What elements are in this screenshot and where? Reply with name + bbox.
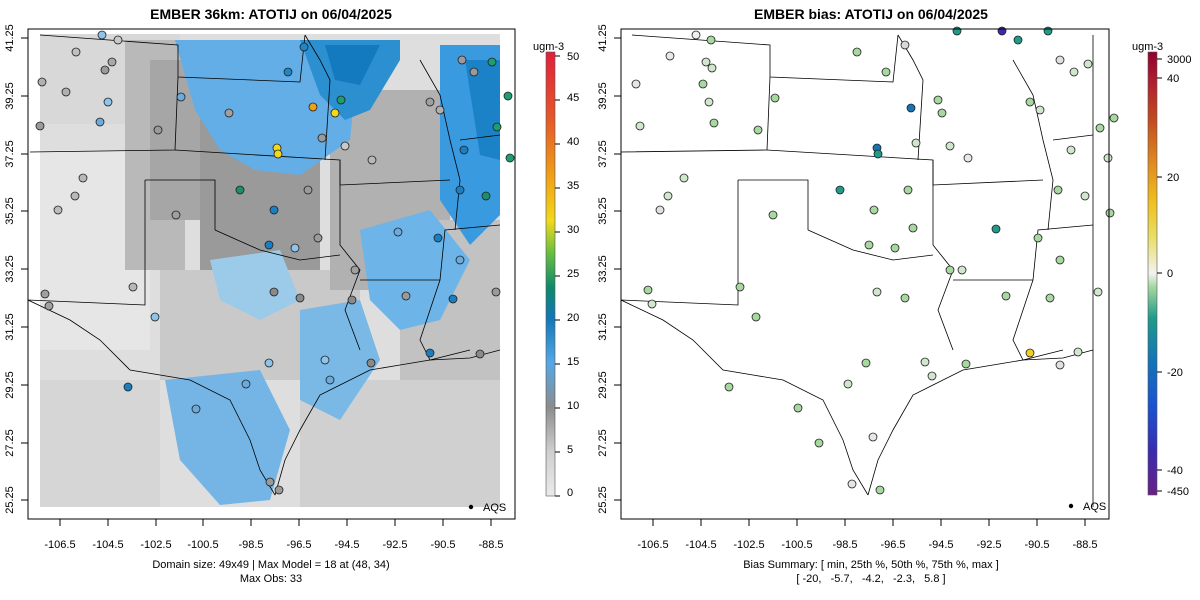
bias-x-tick: -88.5 — [1072, 539, 1097, 551]
model-colorbar-tick: 40 — [567, 136, 579, 148]
bias-y-axis: 41.25 39.25 37.25 35.25 33.25 31.25 29.2… — [597, 24, 621, 514]
bias-y-tick: 33.25 — [597, 255, 609, 283]
bias-x-tick: -104.5 — [685, 539, 716, 551]
model-y-tick: 35.25 — [4, 197, 16, 225]
model-colorbar-tick: 5 — [567, 444, 573, 456]
bias-x-tick: -90.5 — [1024, 539, 1049, 551]
model-map-frame — [27, 28, 516, 520]
bias-summary-line: [ -20, -5.7, -4.2, -2.3, 5.8 ] — [796, 573, 945, 585]
model-summary: Domain size: 49x49 | Max Model = 18 at (… — [152, 559, 389, 585]
model-colorbar-tick: 35 — [567, 180, 579, 192]
model-y-tick: 29.25 — [4, 371, 16, 399]
model-x-axis: -106.5 -104.5 -102.5 -100.5 -98.5 -96.5 … — [44, 519, 504, 551]
model-colorbar-tick: 50 — [567, 51, 579, 63]
model-x-tick: -98.5 — [238, 539, 263, 551]
model-colorbar-tick: 15 — [567, 356, 579, 368]
bias-colorbar-tick: 20 — [1167, 172, 1179, 184]
bias-summary: Bias Summary: [ min, 25th %, 50th %, 75t… — [743, 559, 999, 585]
model-observation-markers — [35, 30, 515, 495]
model-y-tick: 37.25 — [4, 140, 16, 168]
bias-y-tick: 29.25 — [597, 371, 609, 399]
model-colorbar: ugm-3 0 5 10 15 20 25 30 — [533, 41, 579, 499]
model-x-tick: -88.5 — [478, 539, 503, 551]
bias-boundaries — [621, 34, 1094, 507]
bias-y-tick: 31.25 — [597, 313, 609, 341]
bias-observation-markers — [631, 26, 1119, 495]
model-x-tick: -92.5 — [382, 539, 407, 551]
model-colorbar-tick: 0 — [567, 487, 573, 499]
bias-colorbar-tick: 3000 — [1167, 54, 1191, 66]
bias-colorbar-tick: -20 — [1167, 367, 1183, 379]
bias-colorbar-unit: ugm-3 — [1132, 41, 1163, 53]
bias-y-tick: 39.25 — [597, 82, 609, 110]
model-x-tick: -106.5 — [44, 539, 75, 551]
model-x-tick: -96.5 — [286, 539, 311, 551]
model-panel: EMBER 36km: ATOTIJ on 06/04/2025 — [4, 6, 579, 585]
bias-x-tick: -98.5 — [832, 539, 857, 551]
model-panel-title: EMBER 36km: ATOTIJ on 06/04/2025 — [150, 6, 392, 22]
bias-panel: EMBER bias: ATOTIJ on 06/04/2025 — [597, 6, 1191, 585]
model-y-tick: 31.25 — [4, 313, 16, 341]
bias-x-tick: -92.5 — [976, 539, 1001, 551]
bias-colorbar-tick: -450 — [1167, 486, 1189, 498]
model-colorbar-tick: 10 — [567, 400, 579, 412]
model-y-tick: 39.25 — [4, 82, 16, 110]
model-boundaries — [28, 34, 501, 496]
model-colorbar-tick: 45 — [567, 92, 579, 104]
model-x-tick: -90.5 — [430, 539, 455, 551]
model-x-tick: -102.5 — [140, 539, 171, 551]
model-y-tick: 41.25 — [4, 24, 16, 52]
model-x-tick: -94.5 — [334, 539, 359, 551]
bias-x-tick: -96.5 — [880, 539, 905, 551]
model-colorbar-tick: 30 — [567, 224, 579, 236]
model-colorbar-unit: ugm-3 — [533, 41, 564, 53]
model-x-tick: -104.5 — [92, 539, 123, 551]
bias-colorbar-tick: -40 — [1167, 465, 1183, 477]
model-field — [28, 29, 515, 519]
bias-x-axis: -106.5 -104.5 -102.5 -100.5 -98.5 -96.5 … — [637, 519, 1098, 551]
bias-x-tick: -102.5 — [733, 539, 764, 551]
bias-y-tick: 41.25 — [597, 24, 609, 52]
bias-y-tick: 37.25 — [597, 140, 609, 168]
bias-y-tick: 35.25 — [597, 197, 609, 225]
bias-y-tick: 27.25 — [597, 429, 609, 457]
model-obs-key: AQS — [468, 502, 506, 514]
model-summary-line: Max Obs: 33 — [240, 573, 302, 585]
bias-colorbar-tick: 40 — [1167, 73, 1179, 85]
bias-obs-key: AQS — [1068, 501, 1106, 513]
bias-y-tick: 25.25 — [597, 486, 609, 514]
bias-panel-title: EMBER bias: ATOTIJ on 06/04/2025 — [754, 6, 988, 22]
bias-x-tick: -94.5 — [928, 539, 953, 551]
model-y-tick: 33.25 — [4, 255, 16, 283]
model-colorbar-tick: 25 — [567, 268, 579, 280]
model-y-tick: 27.25 — [4, 429, 16, 457]
bias-colorbar-tick: 0 — [1167, 268, 1173, 280]
model-obs-key-label: AQS — [483, 502, 506, 514]
model-summary-line: Domain size: 49x49 | Max Model = 18 at (… — [152, 559, 389, 571]
model-colorbar-tick: 20 — [567, 312, 579, 324]
model-x-tick: -100.5 — [187, 539, 218, 551]
bias-summary-line: Bias Summary: [ min, 25th %, 50th %, 75t… — [743, 559, 999, 571]
bias-x-tick: -106.5 — [637, 539, 668, 551]
model-y-tick: 25.25 — [4, 486, 16, 514]
model-y-axis: 41.25 39.25 37.25 35.25 33.25 31.25 29.2… — [4, 24, 28, 514]
bias-obs-key-label: AQS — [1083, 501, 1106, 513]
bias-x-tick: -100.5 — [781, 539, 812, 551]
bias-colorbar: ugm-3 3000 40 20 0 -20 -40 -450 — [1132, 41, 1191, 498]
bias-map-frame — [620, 28, 1110, 520]
